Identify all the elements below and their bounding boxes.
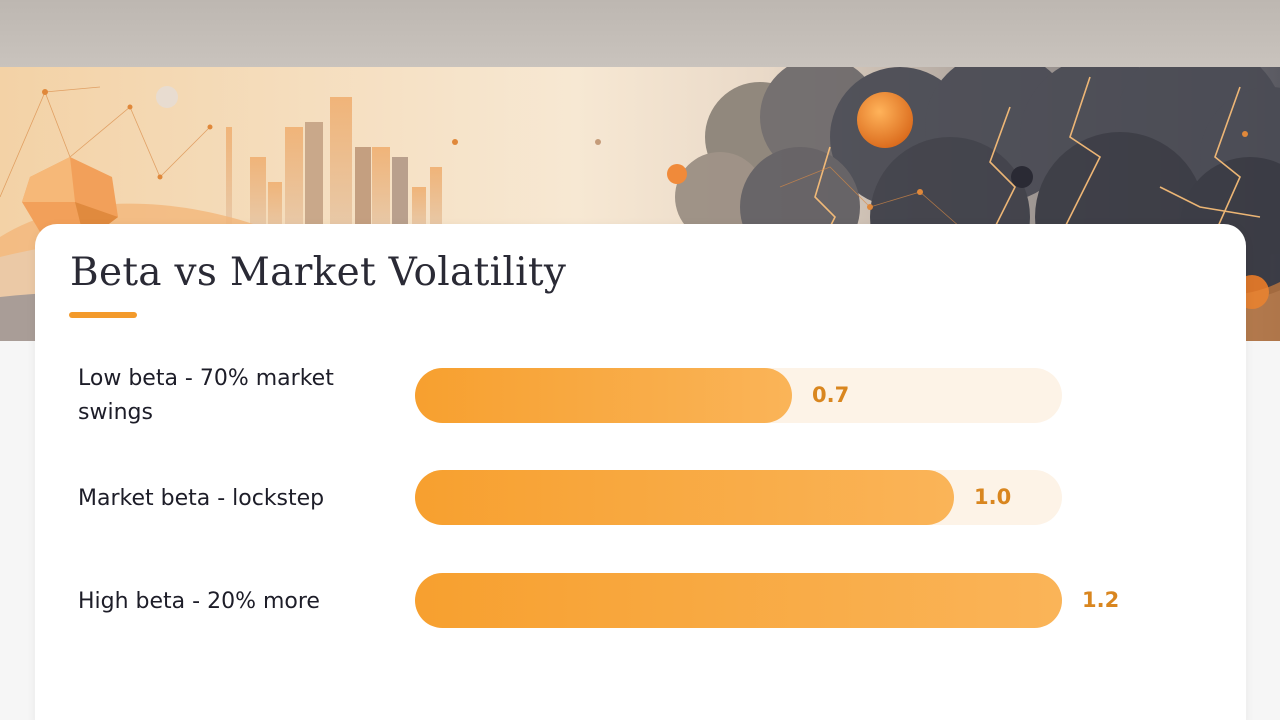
bar-track <box>415 368 1062 423</box>
top-strip <box>0 0 1280 67</box>
small-orb <box>667 164 687 184</box>
bar-label: Market beta - lockstep <box>78 486 325 511</box>
bar-value-label: 1.0 <box>974 485 1012 509</box>
banner-illustration <box>0 67 1280 341</box>
chart-title: Beta vs Market Volatility <box>70 250 567 295</box>
bar-value-label: 0.7 <box>812 383 850 407</box>
orange-orb <box>857 92 913 148</box>
city-skyline <box>226 97 442 232</box>
chart-card: Beta vs Market Volatility Low beta - 70%… <box>35 224 1246 720</box>
bar-track <box>415 470 1062 525</box>
bar <box>415 368 792 423</box>
bar-label: High beta - 20% more <box>78 589 320 614</box>
bar-track <box>415 573 1062 628</box>
bar <box>415 573 1062 628</box>
polyhedron-shape <box>22 157 118 242</box>
bar-value-label: 1.2 <box>1082 588 1120 612</box>
bar <box>415 470 954 525</box>
title-underline <box>69 312 137 318</box>
header-banner <box>0 67 1280 341</box>
bar-label: Low beta - 70% market swings <box>78 366 334 425</box>
